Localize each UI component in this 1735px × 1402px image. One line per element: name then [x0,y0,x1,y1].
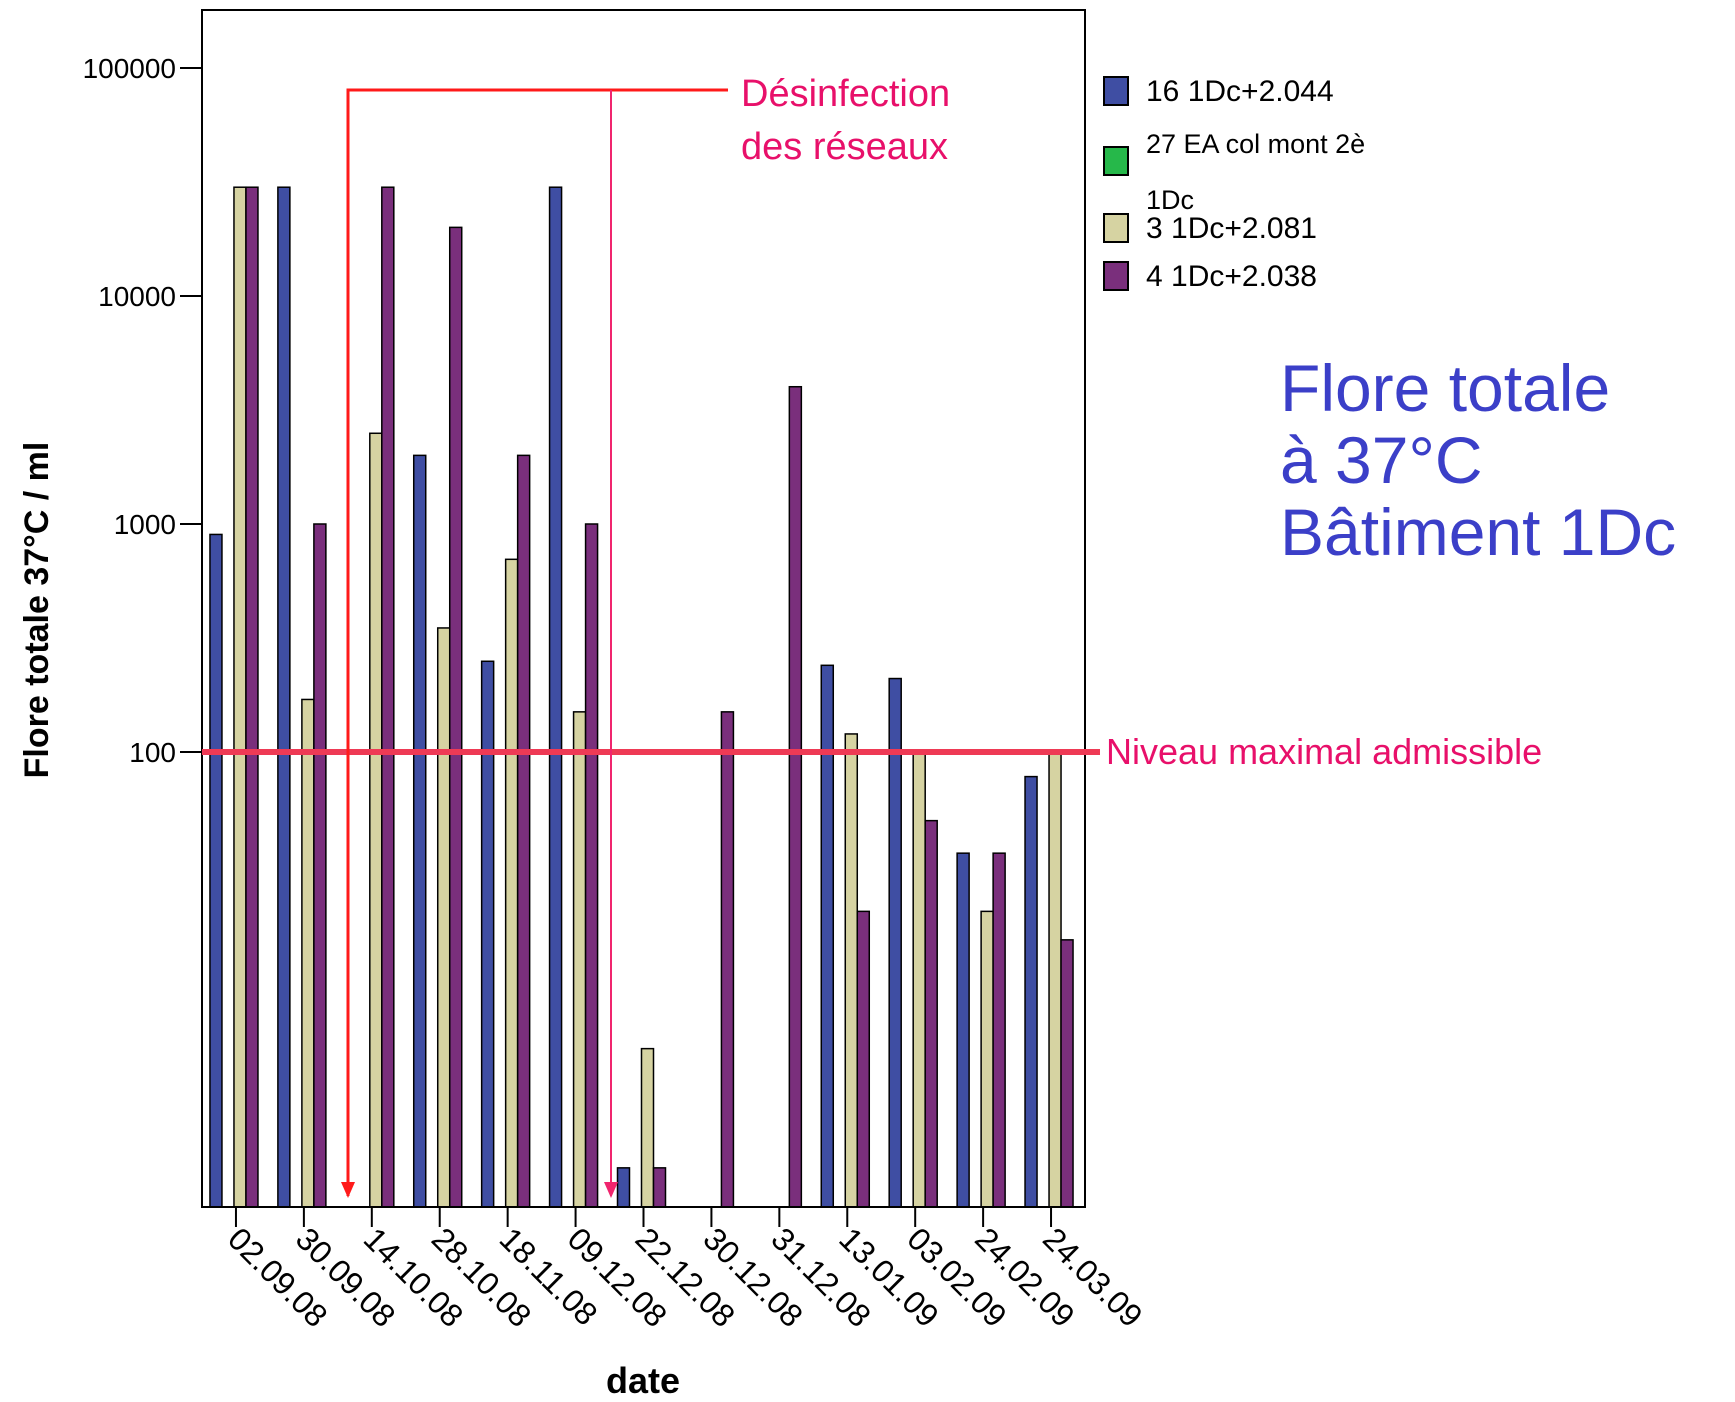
disinfection-arrowhead-1 [341,1182,355,1198]
x-axis-label: date [606,1360,680,1401]
disinfection-arrow-1 [346,88,728,1196]
bar [233,186,247,1208]
side-title-line2: à 37°C [1280,423,1483,497]
bar [1060,939,1074,1208]
bar [245,186,259,1208]
bar [548,186,563,1208]
bar [856,910,871,1208]
bar [448,226,463,1208]
reference-line-group: Niveau maximal admissible [202,731,1542,772]
disinfection-label-line1: Désinfection [741,73,950,115]
disinfection-label-line2: des réseaux [741,126,948,168]
bar [912,751,926,1208]
y-tick-label: 100 [129,737,176,768]
bar [381,186,395,1208]
annotation-group: Désinfection des réseaux [341,73,950,1198]
side-title-line3: Bâtiment 1Dc [1280,495,1677,569]
bar [652,1167,667,1208]
side-title-line1: Flore totale [1280,351,1611,425]
bar [301,698,315,1208]
legend-label: 16 1Dc+2.044 [1146,75,1334,108]
bar [888,677,902,1208]
x-axis: 02.09.0830.09.0814.10.0828.10.0818.11.08… [221,1207,1150,1334]
bar [720,711,735,1208]
bar [1024,775,1038,1208]
y-tick-label: 100000 [83,53,176,84]
bar [436,627,451,1208]
bar [992,852,1006,1208]
bar [956,852,970,1208]
bar [616,1167,631,1208]
legend-swatch [1103,76,1129,106]
bar [1048,751,1062,1208]
bars-group [209,186,1074,1208]
plot-frame [201,9,1086,1208]
bar [924,819,938,1208]
reference-line-label: Niveau maximal admissible [1106,731,1542,772]
bar [640,1047,655,1208]
bar [209,533,223,1208]
legend-label: 3 1Dc+2.081 [1146,212,1317,245]
y-axis: 100 1000 10000 100000 [83,53,202,768]
side-title: Flore totale à 37°C Bâtiment 1Dc [1280,352,1676,568]
bar [313,523,327,1208]
bar [516,454,531,1208]
legend-label: 4 1Dc+2.038 [1146,260,1317,293]
bar [844,733,859,1208]
legend-swatch [1103,213,1129,243]
y-tick-label: 10000 [98,281,176,312]
bar [572,711,587,1208]
bar [788,385,803,1208]
bar [369,432,383,1208]
legend-label: 1Dc [1146,185,1194,215]
legend-swatch [1103,146,1129,176]
y-tick-label: 1000 [114,509,176,540]
y-axis-label: Flore totale 37°C / ml [18,442,56,779]
bar [480,660,495,1208]
bar [980,910,994,1208]
legend-swatch [1103,261,1129,291]
legend-label: 27 EA col mont 2è [1146,129,1365,159]
bar [277,186,291,1208]
bar [584,523,599,1208]
disinfection-arrowhead-2 [604,1182,618,1198]
bar [820,664,835,1208]
bar [504,558,519,1208]
bar [412,454,427,1208]
